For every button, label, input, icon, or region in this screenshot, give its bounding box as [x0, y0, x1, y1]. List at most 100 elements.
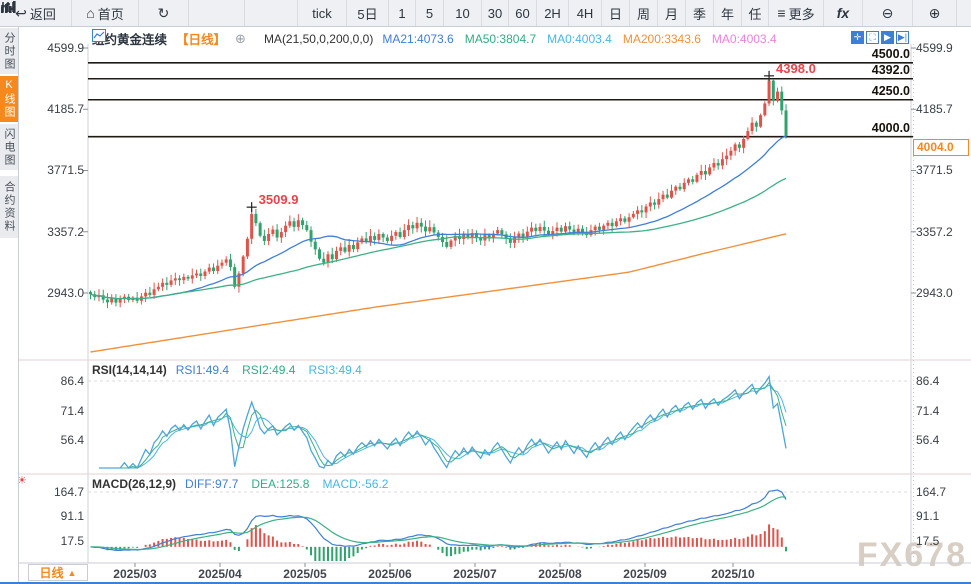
candle[interactable] — [105, 293, 109, 309]
candle[interactable] — [330, 247, 334, 264]
frame-select-icon[interactable]: ⛶ — [866, 31, 879, 44]
candle[interactable] — [661, 190, 665, 203]
candle[interactable] — [296, 214, 300, 231]
candle[interactable] — [665, 188, 669, 200]
candle[interactable] — [670, 184, 674, 199]
candle[interactable] — [326, 251, 330, 268]
candle[interactable] — [640, 205, 644, 218]
candle[interactable] — [508, 233, 512, 249]
jump-latest-icon[interactable]: ▶| — [896, 31, 909, 44]
candle[interactable] — [207, 263, 211, 275]
candle[interactable] — [780, 86, 784, 115]
candle[interactable] — [424, 220, 428, 237]
candle[interactable] — [474, 230, 478, 243]
candle[interactable] — [301, 217, 305, 230]
candle[interactable] — [691, 175, 695, 185]
home-button[interactable]: ⌂ 首页 — [72, 0, 139, 26]
zoom-out-button[interactable]: ⊖ — [863, 0, 913, 26]
interval-4h-button[interactable]: 4H — [569, 0, 602, 26]
back-button[interactable]: ↩ 返回 — [0, 0, 72, 26]
candle[interactable] — [144, 288, 148, 302]
candle[interactable] — [402, 223, 406, 240]
candle[interactable] — [538, 223, 542, 234]
candle[interactable] — [169, 274, 173, 288]
candle[interactable] — [500, 227, 504, 238]
candle[interactable] — [703, 164, 707, 181]
candle[interactable] — [110, 294, 114, 305]
candle[interactable] — [339, 242, 343, 256]
candle[interactable] — [589, 224, 593, 237]
candle[interactable] — [284, 221, 288, 237]
plus-circle-icon[interactable]: ⊕ — [235, 30, 246, 46]
scroll-right-icon[interactable]: ▶ — [881, 31, 894, 44]
interval-quarter-button[interactable]: 季 — [686, 0, 714, 26]
candle[interactable] — [432, 223, 436, 235]
candle[interactable] — [644, 203, 648, 219]
candle[interactable] — [708, 164, 712, 176]
interval-custom-button[interactable]: 任 — [742, 0, 769, 26]
candle[interactable] — [186, 275, 190, 281]
settings-sun-icon[interactable]: ☀ — [17, 475, 27, 487]
candle[interactable] — [682, 178, 686, 192]
candle[interactable] — [356, 237, 360, 253]
candle[interactable] — [224, 256, 228, 266]
candle[interactable] — [614, 218, 618, 228]
candle[interactable] — [530, 222, 534, 237]
candle[interactable] — [636, 206, 640, 220]
candle[interactable] — [742, 135, 746, 154]
candle[interactable] — [712, 158, 716, 171]
interval-60-button[interactable]: 60 — [509, 0, 537, 26]
candle[interactable] — [759, 113, 763, 128]
candle[interactable] — [351, 240, 355, 253]
candle[interactable] — [771, 79, 775, 106]
candle[interactable] — [313, 238, 317, 255]
candle[interactable] — [228, 253, 232, 271]
interval-5-button[interactable]: 5 — [416, 0, 444, 26]
candle[interactable] — [737, 141, 741, 153]
interval-day-button[interactable]: 日 — [602, 0, 630, 26]
candle[interactable] — [699, 164, 703, 180]
candle[interactable] — [411, 221, 415, 234]
candle[interactable] — [415, 216, 419, 233]
candle[interactable] — [449, 238, 453, 250]
candle[interactable] — [631, 210, 635, 219]
candle[interactable] — [784, 104, 788, 139]
refresh-button[interactable]: ↻ — [139, 0, 189, 26]
candle[interactable] — [267, 228, 271, 246]
interval-year-button[interactable]: 年 — [714, 0, 742, 26]
candle[interactable] — [398, 227, 402, 239]
candle[interactable] — [318, 247, 322, 261]
candle[interactable] — [173, 272, 177, 286]
candle[interactable] — [733, 142, 737, 156]
candle[interactable] — [385, 234, 389, 244]
candle[interactable] — [653, 199, 657, 210]
tab-lightning-chart[interactable]: 闪电图 — [0, 124, 18, 170]
candle[interactable] — [237, 271, 241, 293]
candle[interactable] — [513, 231, 517, 249]
candle[interactable] — [254, 208, 258, 227]
candle[interactable] — [216, 259, 220, 275]
pan-icon[interactable]: ✛ — [851, 31, 864, 44]
chart-type-button[interactable] — [1, 0, 245, 26]
candle[interactable] — [275, 224, 279, 242]
candle[interactable] — [114, 294, 118, 307]
candle[interactable] — [309, 226, 313, 247]
candle[interactable] — [245, 236, 249, 259]
candle[interactable] — [559, 224, 563, 235]
tab-time-chart[interactable]: 分时图 — [0, 28, 18, 74]
candle[interactable] — [203, 269, 207, 280]
candle[interactable] — [763, 101, 767, 117]
candle[interactable] — [279, 227, 283, 243]
interval-tick-button[interactable]: tick — [298, 0, 347, 26]
interval-1-button[interactable]: 1 — [389, 0, 416, 26]
candle[interactable] — [720, 152, 724, 170]
tab-contract-info[interactable]: 合约资料 — [0, 176, 18, 238]
more-button[interactable]: ≡ 更多 — [769, 0, 824, 26]
candle[interactable] — [695, 172, 699, 184]
candle[interactable] — [521, 228, 525, 243]
candle[interactable] — [606, 220, 610, 230]
candle[interactable] — [292, 217, 296, 232]
candle[interactable] — [542, 220, 546, 235]
candle[interactable] — [657, 192, 661, 209]
candle[interactable] — [479, 233, 483, 245]
